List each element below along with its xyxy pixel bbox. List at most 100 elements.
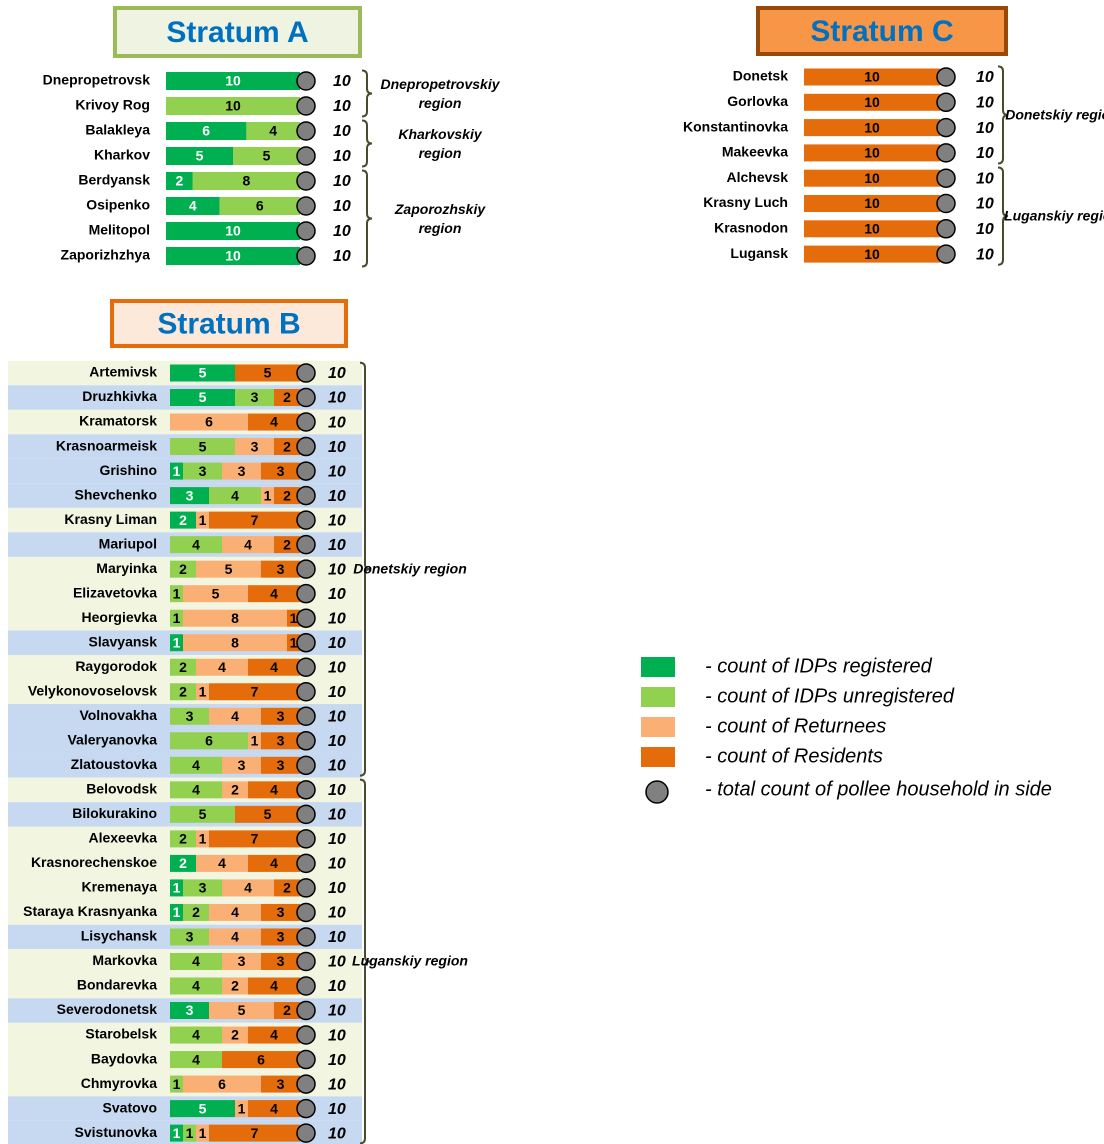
total-marker — [936, 244, 956, 264]
bar-value-label: 6 — [256, 198, 264, 214]
bar-value-label: 5 — [199, 365, 207, 381]
bar-segment — [170, 536, 222, 554]
category-label: Grishino — [99, 462, 157, 478]
category-label: Krasnoarmeisk — [56, 437, 157, 453]
bar-segment — [261, 732, 300, 750]
bar-value-label: 10 — [225, 98, 241, 114]
category-label: Dnepropetrovsk — [43, 72, 151, 88]
total-label: 10 — [328, 414, 346, 431]
region-brace — [359, 361, 371, 777]
bar-segment — [804, 119, 940, 137]
bar-value-label: 5 — [238, 1002, 246, 1018]
bar-segment — [261, 928, 300, 946]
category-label: Kharkov — [94, 147, 150, 163]
bar-value-label: 3 — [277, 929, 285, 945]
bar-segment — [261, 560, 300, 578]
bar-segment — [183, 634, 287, 652]
total-marker — [296, 902, 316, 923]
total-marker — [296, 657, 316, 677]
total-marker — [296, 804, 316, 825]
total-marker — [296, 1049, 316, 1070]
bar-value-label: 2 — [283, 536, 291, 552]
bar-value-label: 3 — [277, 463, 285, 479]
bar-segment — [170, 1075, 183, 1093]
total-label: 10 — [328, 929, 346, 946]
bar-segment — [248, 732, 261, 750]
bar-value-label: 4 — [270, 978, 278, 994]
category-label: Zaporizhzhya — [61, 247, 151, 263]
bar-value-label: 2 — [283, 1002, 291, 1018]
legend-marker — [645, 780, 669, 804]
total-label: 10 — [328, 439, 346, 456]
category-label: Svatovo — [103, 1099, 157, 1115]
bar-segment — [274, 879, 300, 897]
bar-segment — [196, 683, 209, 701]
bar-segment — [274, 487, 300, 505]
category-label: Chmyrovka — [81, 1075, 157, 1091]
region-brace — [997, 166, 1009, 266]
total-marker — [296, 221, 316, 241]
category-label: Belovodsk — [86, 781, 157, 797]
bar-value-label: 3 — [199, 880, 207, 896]
bar-value-label: 1 — [199, 683, 207, 699]
bar-value-label: 2 — [283, 438, 291, 454]
bar-segment — [222, 977, 248, 995]
bar-value-label: 4 — [231, 708, 239, 724]
total-label: 10 — [328, 365, 346, 382]
bar-segment — [804, 68, 940, 86]
bar-value-label: 2 — [231, 1027, 239, 1043]
bar-segment — [170, 903, 183, 921]
bar-value-label: 3 — [277, 953, 285, 969]
category-label: Bilokurakino — [72, 805, 157, 821]
total-marker — [296, 829, 316, 849]
bar-value-label: 10 — [864, 221, 880, 237]
bar-segment — [209, 683, 300, 701]
category-label: Krasny Luch — [703, 194, 788, 210]
bar-value-label: 10 — [864, 145, 880, 161]
chart-title: Stratum A — [166, 16, 308, 49]
chart-title: Stratum C — [810, 15, 953, 48]
total-marker — [296, 246, 316, 266]
bar-value-label: 2 — [179, 561, 187, 577]
total-label: 10 — [328, 1076, 346, 1093]
region-label: Zaporozhskiy region — [394, 200, 486, 236]
bar-segment — [222, 756, 261, 774]
bar-segment — [219, 197, 300, 215]
category-label: Konstantinovka — [683, 118, 788, 134]
bar-segment — [248, 413, 300, 431]
total-marker — [296, 121, 316, 141]
bar-segment — [196, 830, 209, 848]
bar-segment — [170, 658, 196, 676]
category-label: Krasny Liman — [64, 511, 157, 527]
bar-segment — [287, 634, 300, 652]
category-label: Osipenko — [86, 197, 150, 213]
category-label: Baydovka — [91, 1050, 157, 1066]
category-label: Lugansk — [730, 245, 788, 261]
bar-segment — [170, 413, 248, 431]
total-marker — [936, 143, 956, 163]
bar-segment — [222, 1026, 248, 1044]
bar-value-label: 10 — [864, 170, 880, 186]
bar-value-label: 1 — [290, 610, 298, 626]
category-label: Volnovakha — [79, 707, 157, 723]
total-marker — [296, 171, 316, 191]
bar-segment — [170, 560, 196, 578]
bar-segment — [261, 952, 300, 970]
category-label: Alexeevka — [88, 830, 157, 846]
bar-value-label: 4 — [218, 659, 226, 675]
region-brace — [359, 778, 371, 1144]
bar-value-label: 3 — [238, 463, 246, 479]
total-label: 10 — [328, 463, 346, 480]
category-label: Heorgievka — [82, 609, 158, 625]
bar-value-label: 4 — [189, 198, 197, 214]
bar-value-label: 3 — [277, 733, 285, 749]
bar-value-label: 7 — [251, 683, 259, 699]
bar-segment — [209, 903, 261, 921]
bar-value-label: 10 — [864, 195, 880, 211]
bar-value-label: 5 — [263, 148, 271, 164]
bar-segment — [170, 977, 222, 995]
bar-value-label: 10 — [864, 94, 880, 110]
bar-value-label: 3 — [277, 561, 285, 577]
category-label: Shevchenko — [75, 486, 157, 502]
bar-value-label: 4 — [270, 782, 278, 798]
